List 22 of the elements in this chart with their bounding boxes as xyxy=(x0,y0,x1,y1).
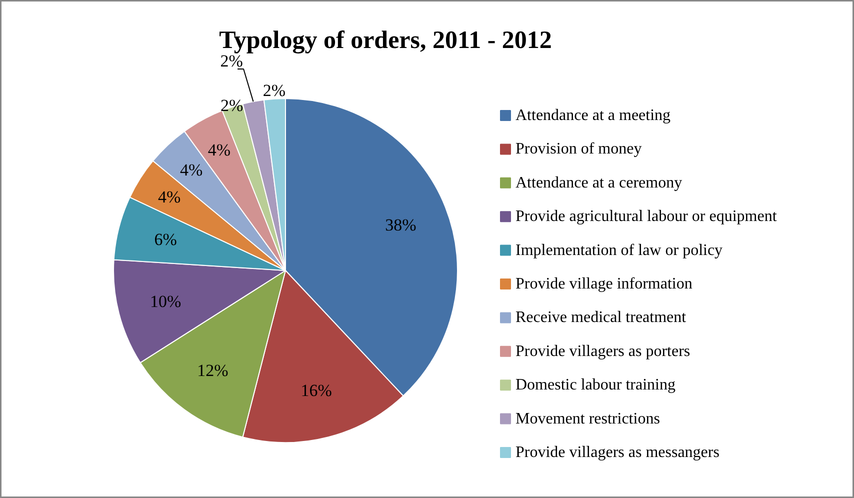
legend-label: Provide villagers as messangers xyxy=(516,444,720,461)
data-label: 16% xyxy=(300,380,332,400)
chart-title: Typology of orders, 2011 - 2012 xyxy=(219,27,552,54)
data-label: 2% xyxy=(220,96,244,115)
legend-label: Provision of money xyxy=(516,140,642,158)
legend-label: Domestic labour training xyxy=(516,376,676,394)
legend-label: Provide village information xyxy=(516,276,692,292)
legend-label: Provide agricultural labour or equipment xyxy=(516,208,778,226)
data-label: 4% xyxy=(158,187,181,206)
legend-label: Implementation of law or policy xyxy=(516,242,723,259)
data-label: 10% xyxy=(150,292,182,311)
data-label: 4% xyxy=(180,160,203,180)
legend-label: Movement restrictions xyxy=(516,410,660,428)
data-label: 38% xyxy=(385,215,416,234)
legend-label: Attendance at a meeting xyxy=(516,107,671,124)
legend-label: Attendance at a ceremony xyxy=(516,174,682,192)
data-label: 6% xyxy=(154,230,177,250)
data-label: 4% xyxy=(208,140,231,160)
legend-label: Provide villagers as porters xyxy=(516,342,690,360)
data-label: 2% xyxy=(262,80,286,100)
data-label: 12% xyxy=(197,361,228,380)
legend-label: Receive medical treatment xyxy=(516,309,687,326)
